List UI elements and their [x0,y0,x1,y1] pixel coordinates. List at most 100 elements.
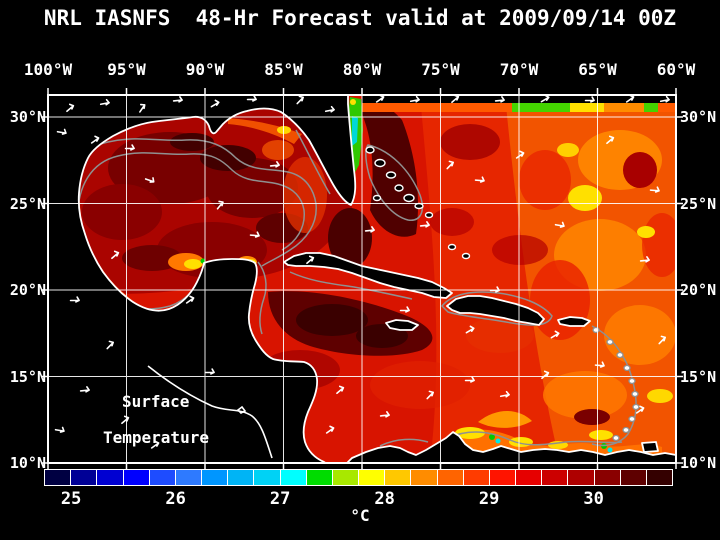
lon-label: 80°W [342,60,382,79]
colorbar-cell [359,470,385,485]
wind-barb-icon [56,128,67,135]
lon-label: 95°W [107,60,146,79]
temperature-colorbar [44,469,673,486]
wind-barb-icon [446,160,455,170]
wind-barb-icon [306,255,315,265]
wind-barb-icon [54,426,65,433]
lat-label-left: 20°N [9,281,46,299]
wind-barb-icon [69,296,80,303]
plot-title: NRL IASNFS 48-Hr Forecast valid at 2009/… [43,6,677,30]
lat-label-left: 10°N [9,454,46,472]
lon-label: 65°W [578,60,617,79]
wind-barb-icon [246,95,257,102]
wind-barb-icon [639,256,650,263]
colorbar-cell [306,470,332,485]
colorbar-tick: 26 [165,489,186,509]
colorbar-unit: °C [350,506,370,525]
wind-barb-icon [499,390,510,398]
wind-barb-icon [658,335,667,345]
wind-barb-icon [464,376,475,383]
colorbar-cell [516,470,542,485]
wind-barb-icon [606,135,615,145]
colorbar-cell [646,470,673,485]
wind-barb-icon [379,411,390,418]
lat-label-right: 20°N [680,281,717,299]
colorbar-cell [280,470,306,485]
wind-barb-icon [144,177,155,183]
wind-barb-icon [324,105,335,113]
colorbar-cell [202,470,228,485]
colorbar-tick: 30 [583,489,604,509]
colorbar-tick: 28 [374,489,395,509]
lon-label: 70°W [499,60,539,79]
wind-barb-icon [465,325,475,334]
wind-barb-icon [584,96,595,103]
colorbar-cell [620,470,646,485]
colorbar-cell [149,470,175,485]
lon-label: 90°W [185,60,225,79]
wind-barb-icon [515,150,525,159]
wind-barb-icon [494,96,505,103]
colorbar-cell [332,470,359,485]
lon-label: 60°W [656,60,696,79]
wind-barb-icon [172,96,183,103]
lat-label-right: 15°N [680,367,717,386]
wind-barb-icon [541,370,550,380]
wind-barb-icon [99,98,110,106]
wind-barb-icon [426,390,435,400]
wind-barb-icon [399,306,410,313]
colorbar-cell [228,470,254,485]
wind-barb-icon [649,186,660,193]
colorbar-cell [489,470,516,485]
lat-label-right: 25°N [680,194,717,213]
colorbar-cell [568,470,594,485]
wind-barb-icon [90,135,100,144]
wind-barb-icon [336,385,345,395]
wind-barb-icon [111,250,120,260]
colorbar-cell [123,470,149,485]
lat-label-left: 25°N [9,194,46,213]
lat-label-left: 30°N [9,108,46,126]
lat-label-right: 10°N [680,454,717,472]
wind-barb-icon [210,99,220,108]
colorbar-tick: 25 [60,489,82,509]
wind-barb-icon [550,330,560,339]
wind-barb-icon [296,95,305,105]
lat-label-left: 15°N [9,367,46,386]
wind-barb-icon [106,340,115,350]
colorbar-cell [594,470,620,485]
colorbar-cell [97,470,123,485]
wind-barb-icon [419,221,430,228]
wind-barb-icon [204,368,215,375]
colorbar-cell [542,470,568,485]
colorbar-tick: 27 [269,489,291,509]
wind-barb-icon [139,103,146,113]
lon-label: 85°W [264,60,303,79]
lat-label-right: 30°N [680,108,717,126]
wind-barb-icon [659,95,670,103]
colorbar-cell [71,470,97,485]
colorbar-cell [175,470,202,485]
wind-barb-icon [66,103,75,113]
wind-barb-icon [409,95,420,103]
lon-label: 75°W [421,60,460,79]
wind-barb-icon [554,221,565,228]
wind-barb-icon [594,361,605,368]
wind-barb-icon [474,176,485,183]
wind-barb-icon [364,226,375,233]
wind-barb-icon [79,386,90,393]
wind-barb-icon [249,231,260,238]
colorbar-tick: 29 [478,489,500,509]
field-label-temperature: Temperature [103,428,209,447]
colorbar-cell [463,470,489,485]
field-label-surface: Surface [122,392,190,411]
colorbar-cell [411,470,437,485]
colorbar-cell [437,470,463,485]
wind-barb-icon [185,295,195,304]
wind-barb-icon [325,425,335,434]
colorbar-cell [385,470,411,485]
colorbar-cell [254,470,280,485]
wind-barb-icon [150,440,160,449]
